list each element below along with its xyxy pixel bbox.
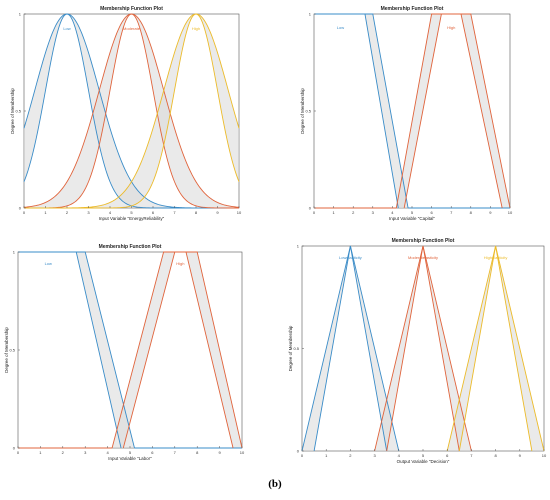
x-tick-label: 1 [39,450,42,455]
band-0 [314,14,409,208]
series-label: High [192,26,200,31]
x-tick-label: 3 [84,450,87,455]
x-tick-label: 1 [44,210,47,215]
membership-plot-capital: 0 1 2 3 4 5 6 7 8 9 10 0 0.5 1 Membership Function Plo… [280,0,550,230]
x-tick-label: 5 [411,210,414,215]
y-axis-label: Degree of Membership [4,327,9,373]
x-tick-label: 8 [470,210,473,215]
x-axis-label: Input Variable "Labor" [108,456,152,461]
series-label: Moderate [123,26,141,31]
chart-title: Membership Function Plot [381,6,444,12]
series-label: Highelasticity [484,255,508,260]
series-lower-1 [122,251,234,449]
band-2 [447,246,544,451]
x-tick-label: 2 [352,210,355,215]
x-tick-label: 9 [218,450,221,455]
x-tick-label: 5 [130,210,133,215]
y-tick-label: 1 [19,12,22,17]
x-tick-label: 4 [398,453,401,458]
series-lower-0 [313,245,388,452]
series-lower-1 [386,245,460,452]
x-tick-label: 0 [313,210,316,215]
series-lower-1 [403,13,503,209]
x-tick-label: 5 [422,453,425,458]
y-tick-label: 1 [309,12,312,17]
x-tick-label: 3 [372,210,375,215]
x-tick-label: 7 [173,210,176,215]
y-axis-label: Degree of Membership [300,88,305,134]
y-tick-label: 0 [13,446,16,451]
chart-title: Membership Function Plot [99,244,162,250]
plot-area [23,13,240,209]
x-tick-label: 0 [301,453,304,458]
y-tick-label: 0 [297,449,300,454]
x-tick-label: 8 [494,453,497,458]
membership-plot-decision: 0 1 2 3 4 5 6 7 8 9 10 0 0.5 1 Membership Function Plo… [280,230,550,475]
x-tick-label: 4 [109,210,112,215]
series-label: Lowelasticity [339,255,362,260]
x-tick-label: 6 [430,210,433,215]
series-lower-2 [24,13,240,209]
series-label: Low [63,26,70,31]
series-label: Low [337,25,344,30]
series-label: High [176,261,184,266]
y-tick-label: 0.5 [305,109,311,114]
x-tick-label: 2 [62,450,65,455]
x-tick-label: 1 [325,453,328,458]
x-tick-label: 9 [489,210,492,215]
series-lower-0 [314,13,399,209]
x-tick-label: 7 [450,210,453,215]
x-tick-label: 1 [332,210,335,215]
membership-plot-labor: 0 1 2 3 4 5 6 7 8 9 10 0 0.5 1 Membership Function Plo… [0,240,270,475]
x-tick-label: 4 [391,210,394,215]
plot-area [313,13,511,209]
x-tick-label: 2 [66,210,69,215]
x-tick-label: 8 [196,450,199,455]
x-tick-label: 10 [240,450,245,455]
x-tick-label: 0 [17,450,20,455]
y-tick-label: 1 [297,244,300,249]
x-tick-label: 6 [152,210,155,215]
x-tick-label: 3 [373,453,376,458]
x-tick-label: 6 [151,450,154,455]
series-label: High [447,25,455,30]
y-axis-label: Degree of Membership [288,325,293,371]
x-tick-label: 9 [519,453,522,458]
y-tick-label: 0.5 [293,346,299,351]
x-tick-label: 9 [216,210,219,215]
y-axis-label: Degree of Membership [10,88,15,134]
x-tick-label: 10 [237,210,242,215]
x-tick-label: 7 [470,453,473,458]
plot-area [301,245,545,452]
figure-caption: (b) [268,478,282,490]
x-tick-label: 6 [446,453,449,458]
y-tick-label: 0.5 [9,348,15,353]
x-tick-label: 10 [542,453,547,458]
chart-title: Membership Function Plot [392,238,455,244]
series-label: Low [45,261,52,266]
x-axis-label: Input Variable "Capital" [389,216,435,221]
x-tick-label: 5 [129,450,132,455]
membership-plot-energy-reliability: 0 1 2 3 4 5 6 7 8 9 10 0 0.5 1 Membership Function Plo… [0,0,270,240]
x-tick-label: 8 [195,210,198,215]
band-1 [396,14,510,208]
chart-title: Membership Function Plot [100,6,163,12]
x-tick-label: 7 [174,450,177,455]
series-lower-1 [23,13,240,209]
series-lower-2 [458,245,533,452]
x-tick-label: 0 [23,210,26,215]
y-tick-label: 0.5 [15,109,21,114]
series-label: Moderatelasticity [408,255,438,260]
y-tick-label: 0 [19,206,22,211]
y-tick-label: 0 [309,206,312,211]
y-tick-label: 1 [13,250,16,255]
x-tick-label: 4 [106,450,109,455]
x-axis-label: Output Variable "Decision" [397,459,450,464]
x-tick-label: 2 [349,453,352,458]
series-lower-0 [18,251,122,449]
x-tick-label: 10 [508,210,513,215]
x-axis-label: Input Variable "EnergyReliability" [99,216,165,221]
x-tick-label: 3 [87,210,90,215]
